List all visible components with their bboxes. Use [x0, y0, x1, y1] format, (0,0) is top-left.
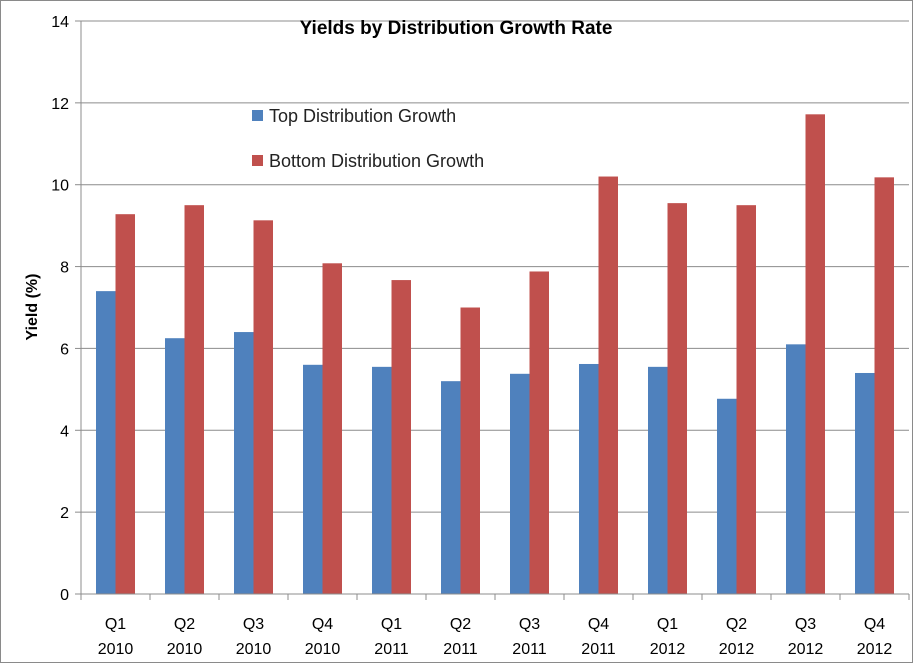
y-tick-label: 6	[60, 341, 69, 358]
axes: 0 2 4 6 8 10 12 14 Q1 2010 Q2 2010 Q3 2010 Q4 2010 Q1 201…	[51, 14, 910, 658]
x-tick-label: 2010	[236, 641, 272, 658]
x-tick-label: Q3	[795, 616, 816, 633]
bar-top-growth	[234, 332, 254, 594]
bar-bottom-growth	[460, 307, 480, 594]
x-tick-label: Q1	[657, 616, 678, 633]
y-tick-label: 0	[60, 587, 69, 604]
bar-bottom-growth	[805, 114, 825, 595]
bar-bottom-growth	[184, 205, 204, 594]
bar-bottom-growth	[391, 280, 411, 594]
x-tick-label: 2010	[305, 641, 341, 658]
bar-top-growth	[717, 398, 737, 594]
bar-top-growth	[786, 344, 806, 594]
bar-top-growth	[441, 381, 461, 594]
legend-swatch	[252, 110, 263, 121]
bar-bottom-growth	[529, 271, 549, 594]
x-tick-label: 2011	[581, 641, 616, 658]
x-tick-label: Q1	[381, 616, 402, 633]
x-tick-label: Q3	[519, 616, 540, 633]
bar-top-growth	[96, 291, 116, 594]
bar-top-growth	[303, 364, 323, 594]
bar-bottom-growth	[322, 263, 342, 594]
legend-swatch	[252, 155, 263, 166]
x-tick-label: 2010	[98, 641, 134, 658]
x-tick-label: Q4	[864, 616, 885, 633]
x-tick-label: Q2	[450, 616, 471, 633]
bar-bottom-growth	[253, 220, 273, 594]
x-tick-label: 2011	[374, 641, 409, 658]
x-tick-label: 2010	[167, 641, 203, 658]
x-tick-label: Q2	[726, 616, 747, 633]
bar-top-growth	[579, 363, 599, 594]
x-tick-label: 2012	[857, 641, 893, 658]
bar-top-growth	[372, 366, 392, 594]
x-tick-label: 2012	[719, 641, 755, 658]
bar-top-growth	[510, 373, 530, 594]
bars	[96, 114, 894, 595]
bar-bottom-growth	[736, 205, 756, 594]
legend-label: Bottom Distribution Growth	[269, 151, 484, 171]
y-tick-label: 10	[51, 178, 69, 195]
y-tick-label: 14	[51, 14, 69, 31]
chart-title: Yields by Distribution Growth Rate	[300, 18, 613, 39]
bar-top-growth	[855, 372, 875, 594]
bar-bottom-growth	[667, 203, 687, 594]
x-tick-label: Q1	[105, 616, 126, 633]
bar-top-growth	[165, 338, 185, 594]
legend-label: Top Distribution Growth	[269, 106, 456, 126]
x-tick-label: 2011	[512, 641, 547, 658]
x-tick-label: Q2	[174, 616, 195, 633]
bar-bottom-growth	[115, 214, 135, 594]
y-tick-label: 12	[51, 96, 69, 113]
x-tick-label: 2012	[788, 641, 824, 658]
bar-bottom-growth	[874, 177, 894, 594]
x-tick-label: 2011	[443, 641, 478, 658]
y-tick-label: 8	[60, 260, 69, 277]
bar-bottom-growth	[598, 176, 618, 594]
x-tick-label: Q4	[588, 616, 609, 633]
gridlines	[81, 20, 909, 595]
legend: Top Distribution Growth Bottom Distributi…	[252, 106, 484, 171]
x-tick-label: 2012	[650, 641, 686, 658]
y-tick-label: 4	[60, 423, 69, 440]
y-tick-label: 2	[60, 505, 69, 522]
x-tick-label: Q3	[243, 616, 264, 633]
bar-top-growth	[648, 366, 668, 594]
y-axis-title: Yield (%)	[24, 274, 41, 341]
x-tick-label: Q4	[312, 616, 333, 633]
